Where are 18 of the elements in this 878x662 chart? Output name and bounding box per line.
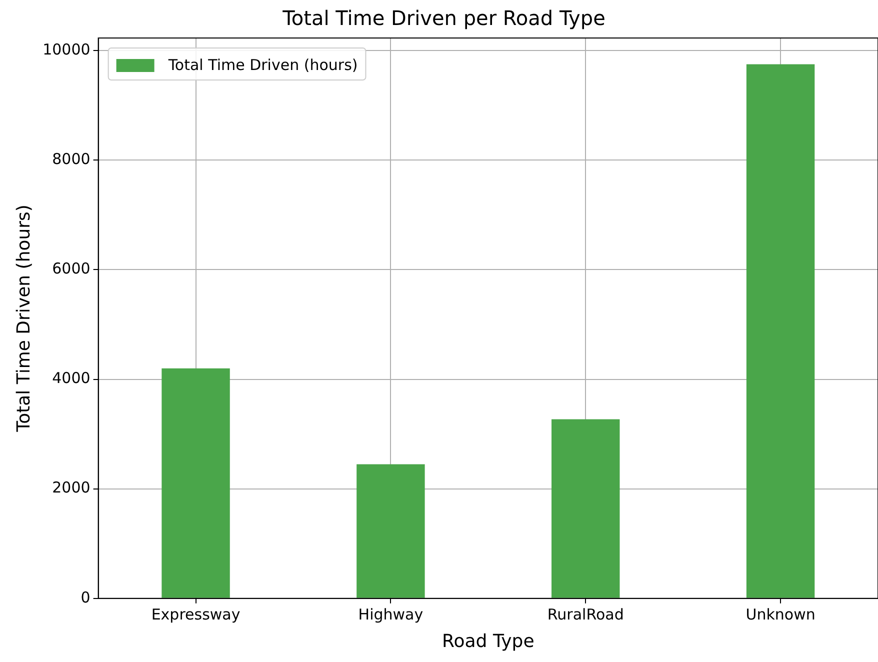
bar [162, 368, 230, 598]
x-tick-label: Expressway [151, 605, 240, 624]
y-tick-label: 2000 [52, 478, 90, 497]
x-axis-title: Road Type [442, 630, 534, 652]
legend-label: Total Time Driven (hours) [167, 56, 358, 74]
x-tick-label: RuralRoad [547, 605, 624, 624]
x-tick-label: Unknown [746, 605, 816, 624]
y-tick-label: 6000 [52, 260, 90, 278]
y-tick-label: 0 [80, 588, 90, 606]
x-tick-label: Highway [358, 605, 424, 624]
y-tick-label: 10000 [42, 40, 90, 58]
y-axis-title: Total Time Driven (hours) [13, 204, 34, 433]
y-tick-label: 4000 [52, 369, 90, 388]
chart-title: Total Time Driven per Road Type [282, 6, 606, 30]
bar [746, 64, 815, 598]
bar [552, 419, 620, 598]
y-tick-label: 8000 [52, 150, 90, 168]
bar [356, 464, 425, 598]
